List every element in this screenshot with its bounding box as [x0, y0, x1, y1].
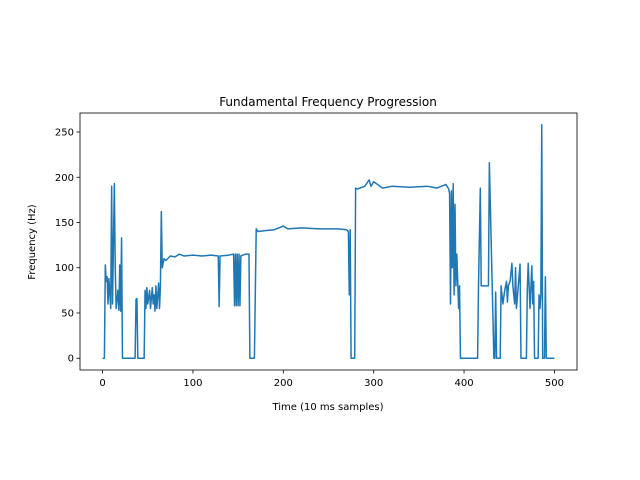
y-axis-label: Frequency (Hz) [27, 204, 38, 280]
data-line [102, 124, 555, 359]
y-tick-label: 50 [61, 308, 74, 319]
x-tick-label: 400 [454, 378, 473, 389]
y-tick-label: 0 [68, 354, 74, 365]
y-tick-label: 200 [55, 173, 74, 184]
y-tick-label: 100 [55, 263, 74, 274]
x-tick-label: 200 [274, 378, 293, 389]
x-axis-label: Time (10 ms samples) [271, 402, 383, 413]
y-tick-label: 150 [55, 218, 74, 229]
x-tick-label: 100 [183, 378, 202, 389]
x-tick-label: 500 [545, 378, 564, 389]
y-tick-label: 250 [55, 128, 74, 139]
x-tick-label: 300 [364, 378, 383, 389]
axes-frame [79, 112, 578, 371]
x-tick-label: 0 [99, 378, 105, 389]
chart-title: Fundamental Frequency Progression [219, 95, 437, 109]
